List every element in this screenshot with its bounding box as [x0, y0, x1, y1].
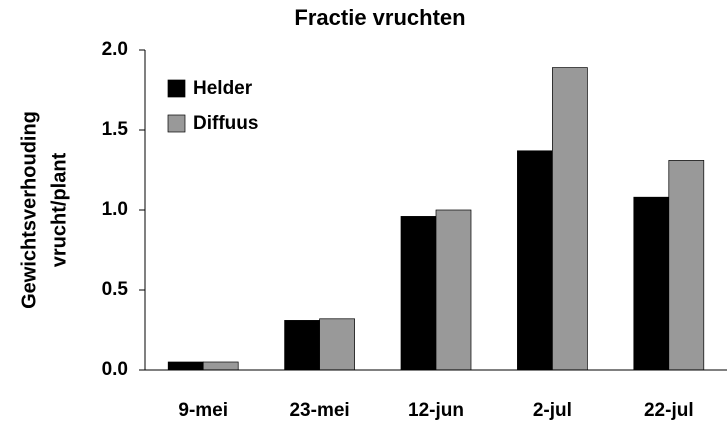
chart-title: Fractie vruchten — [294, 5, 465, 30]
bar — [400, 216, 437, 371]
bar — [633, 196, 670, 371]
y-tick-label: 0.0 — [102, 359, 128, 380]
bar — [167, 361, 204, 371]
legend-label: Helder — [193, 78, 253, 99]
legend-swatch — [167, 114, 186, 133]
y-tick-label: 2.0 — [102, 39, 128, 60]
y-tick-label: 1.0 — [102, 199, 128, 220]
x-tick-label: 22-jul — [644, 400, 694, 421]
bar — [517, 150, 553, 371]
bar — [552, 67, 588, 371]
y-axis-label: vrucht/plant — [48, 152, 70, 267]
legend-label: Diffuus — [193, 113, 258, 134]
x-tick-label: 9-mei — [178, 400, 228, 421]
bar — [435, 209, 472, 371]
x-tick-label: 23-mei — [289, 400, 349, 421]
bar — [284, 320, 320, 371]
y-tick-label: 0.5 — [102, 279, 129, 300]
y-tick-label: 1.5 — [102, 119, 129, 140]
bar — [668, 160, 705, 371]
bar — [202, 361, 239, 371]
legend-swatch — [167, 79, 186, 98]
x-tick-label: 2-jul — [533, 400, 572, 421]
y-axis-label: Gewichtsverhouding — [18, 111, 40, 309]
x-tick-label: 12-jun — [408, 400, 464, 421]
bar — [319, 318, 355, 371]
